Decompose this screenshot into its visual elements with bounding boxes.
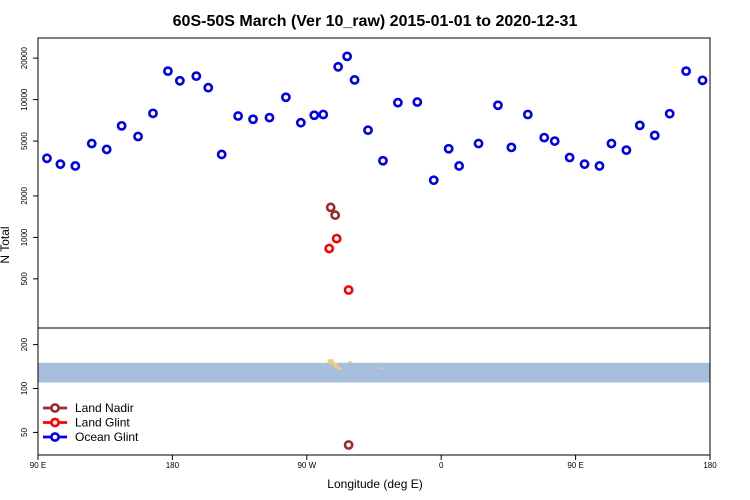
- legend-marker-ocean-glint: [50, 432, 60, 442]
- ocean-glint-point: [191, 71, 202, 82]
- ocean-glint-point: [264, 112, 275, 123]
- land-glint-point: [324, 243, 335, 254]
- ocean-glint-point: [148, 108, 158, 119]
- ocean-glint-point: [203, 82, 214, 93]
- land-patches: [327, 358, 384, 370]
- x-tick-label: 90 E: [30, 461, 46, 470]
- ocean-glint-point: [280, 92, 291, 103]
- land-nadir-point: [330, 210, 341, 221]
- ocean-glint-point: [363, 125, 373, 136]
- x-axis-label: Longitude (deg E): [327, 477, 422, 491]
- land-patch: [337, 367, 342, 370]
- ocean-glint-point: [493, 100, 503, 111]
- y-tick-label: 1000: [20, 228, 29, 246]
- ocean-glint-point: [163, 66, 173, 77]
- ocean-glint-point: [248, 114, 258, 125]
- ocean-glint-point: [318, 109, 329, 120]
- y-tick-label: 50: [20, 427, 29, 436]
- x-tick-label: 180: [166, 461, 180, 470]
- ocean-glint-point: [174, 75, 185, 86]
- ocean-glint-point: [233, 111, 244, 121]
- ocean-glint-point: [216, 149, 227, 160]
- ocean-glint-point: [342, 51, 353, 62]
- ocean-glint-point: [697, 75, 708, 86]
- ocean-glint-point: [621, 145, 632, 156]
- y-axis-lower: 50 100 200: [20, 337, 38, 437]
- chart-title: 60S-50S March (Ver 10_raw) 2015-01-01 to…: [173, 13, 578, 30]
- ocean-glint-point: [133, 131, 143, 142]
- ocean-glint-point: [549, 136, 560, 146]
- main-plot-frame: [37, 37, 711, 329]
- y-axis-label: N Total: [0, 226, 12, 263]
- legend-marker-land-nadir: [50, 403, 60, 413]
- ocean-glint-point: [116, 120, 127, 131]
- land-nadir-lower-point: [343, 440, 354, 450]
- land-glint-point: [343, 285, 354, 295]
- ocean-glint-point: [86, 138, 97, 149]
- land-patch: [348, 360, 353, 363]
- y-tick-label: 100: [20, 381, 29, 395]
- ocean-glint-point: [634, 120, 645, 131]
- y-tick-label: 10000: [20, 88, 29, 111]
- x-tick-label: 180: [703, 461, 717, 470]
- ocean-glint-point: [412, 97, 423, 107]
- ocean-glint-point: [349, 75, 360, 85]
- x-tick-label: 90 E: [567, 461, 583, 470]
- land-nadir-point: [325, 202, 336, 213]
- lower-plot-frame: [37, 327, 711, 456]
- x-tick-label: 90 W: [297, 461, 316, 470]
- ocean-glint-point: [392, 97, 403, 108]
- ocean-glint-point: [664, 108, 675, 119]
- y-tick-label: 20000: [20, 46, 29, 69]
- ocean-glint-point: [42, 153, 52, 164]
- ocean-band: [38, 362, 710, 383]
- land-glint-point: [331, 233, 342, 244]
- y-tick-label: 2000: [20, 186, 29, 204]
- ocean-glint-point: [428, 175, 439, 186]
- ocean-glint-point: [333, 61, 344, 72]
- y-tick-label: 200: [20, 337, 29, 351]
- legend-label-ocean-glint: Ocean Glint: [75, 430, 139, 444]
- land-patch: [332, 362, 338, 367]
- y-axis-main: 500 1000 2000 5000 10000 20000: [20, 46, 38, 286]
- ocean-glint-point: [70, 161, 81, 171]
- legend-label-land-glint: Land Glint: [75, 416, 130, 430]
- ocean-glint-point: [539, 132, 550, 143]
- ocean-glint-point: [454, 161, 465, 171]
- ocean-glint-point: [295, 117, 306, 128]
- legend-marker-land-glint: [50, 417, 60, 428]
- ocean-glint-point: [443, 143, 454, 154]
- ocean-glint-point: [681, 66, 692, 77]
- y-tick-label: 5000: [20, 132, 29, 150]
- ocean-glint-point: [473, 138, 484, 149]
- ocean-glint-point: [55, 159, 66, 170]
- ocean-glint-point: [506, 142, 517, 153]
- ocean-glint-point: [378, 155, 388, 166]
- ocean-glint-point: [101, 144, 112, 155]
- ocean-glint-point: [606, 138, 617, 149]
- x-tick-label: 0: [439, 461, 444, 470]
- ocean-glint-point: [649, 130, 660, 141]
- x-axis: 90 E 180 90 W 0 90 E 180: [30, 455, 717, 470]
- y-tick-label: 500: [20, 272, 29, 286]
- land-patch: [379, 367, 384, 370]
- ocean-glint-point: [522, 109, 533, 120]
- legend-label-land-nadir: Land Nadir: [75, 401, 134, 415]
- ocean-glint-point: [564, 152, 575, 163]
- ocean-glint-point: [579, 159, 590, 170]
- ocean-glint-point: [594, 161, 605, 171]
- data-points: [42, 51, 708, 450]
- ocean-glint-point: [309, 110, 320, 121]
